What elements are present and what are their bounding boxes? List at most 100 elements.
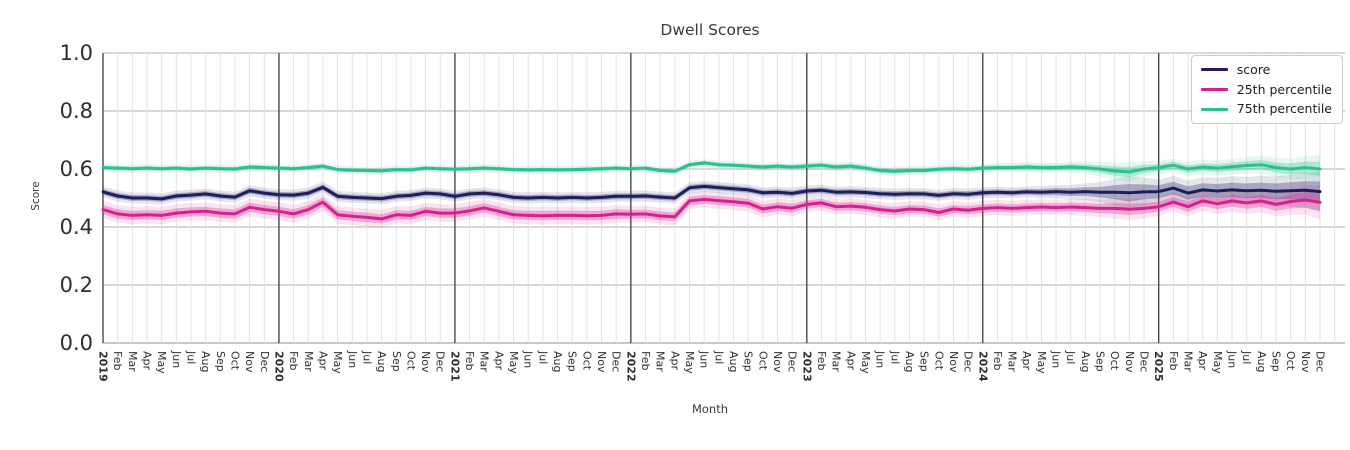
series-line-75th-percentile xyxy=(101,161,1322,174)
svg-text:Jun: Jun xyxy=(1050,350,1063,368)
svg-text:Jul: Jul xyxy=(1064,350,1077,364)
svg-text:Aug: Aug xyxy=(375,351,388,372)
svg-text:Apr: Apr xyxy=(492,351,505,371)
svg-text:Apr: Apr xyxy=(316,351,329,371)
svg-text:Sep: Sep xyxy=(390,351,403,372)
svg-text:2022: 2022 xyxy=(624,351,637,382)
svg-text:Jul: Jul xyxy=(536,350,549,364)
svg-text:Jun: Jun xyxy=(170,350,183,368)
svg-text:2025: 2025 xyxy=(1152,351,1165,382)
svg-text:Sep: Sep xyxy=(918,351,931,372)
svg-text:Feb: Feb xyxy=(815,351,828,370)
svg-text:May: May xyxy=(859,351,872,374)
svg-text:0.8: 0.8 xyxy=(60,99,93,123)
svg-text:Sep: Sep xyxy=(214,351,227,372)
svg-text:Mar: Mar xyxy=(1006,351,1019,372)
svg-text:May: May xyxy=(1211,351,1224,374)
svg-text:Dec: Dec xyxy=(1138,351,1151,372)
legend-item-score: score xyxy=(1200,62,1332,78)
svg-text:Mar: Mar xyxy=(126,351,139,372)
svg-text:Jun: Jun xyxy=(1226,350,1239,368)
svg-text:Jun: Jun xyxy=(522,350,535,368)
score-line-swatch-icon xyxy=(1200,68,1228,72)
svg-text:May: May xyxy=(507,351,520,374)
svg-text:Oct: Oct xyxy=(932,351,945,371)
svg-text:Feb: Feb xyxy=(111,351,124,370)
svg-text:Apr: Apr xyxy=(140,351,153,371)
svg-text:0.4: 0.4 xyxy=(60,215,93,239)
svg-text:Apr: Apr xyxy=(1020,351,1033,371)
svg-text:2020: 2020 xyxy=(272,351,285,382)
x-axis-label: Month xyxy=(691,402,729,416)
svg-text:Dec: Dec xyxy=(962,351,975,372)
svg-text:2024: 2024 xyxy=(976,351,989,382)
svg-text:Sep: Sep xyxy=(1270,351,1283,372)
p25-line-swatch-icon xyxy=(1200,87,1228,91)
svg-text:2019: 2019 xyxy=(97,351,110,382)
svg-text:Oct: Oct xyxy=(580,351,593,371)
svg-text:Mar: Mar xyxy=(1182,351,1195,372)
svg-text:Oct: Oct xyxy=(404,351,417,371)
svg-text:Mar: Mar xyxy=(654,351,667,372)
svg-text:Oct: Oct xyxy=(228,351,241,371)
svg-text:Mar: Mar xyxy=(302,351,315,372)
svg-text:Jul: Jul xyxy=(712,350,725,364)
svg-text:Dec: Dec xyxy=(1314,351,1327,372)
svg-text:Jul: Jul xyxy=(184,350,197,364)
legend-item-25th-percentile: 25th percentile xyxy=(1200,81,1332,98)
svg-text:Nov: Nov xyxy=(419,351,432,373)
svg-text:Sep: Sep xyxy=(742,351,755,372)
svg-text:Jul: Jul xyxy=(888,350,901,364)
svg-text:Aug: Aug xyxy=(1079,351,1092,372)
legend-label-75th-percentile: 75th percentile xyxy=(1236,101,1332,117)
legend-label-score: score xyxy=(1236,62,1271,77)
svg-text:1.0: 1.0 xyxy=(60,41,93,65)
svg-text:Aug: Aug xyxy=(727,351,740,372)
svg-text:Jul: Jul xyxy=(360,350,373,364)
svg-text:Aug: Aug xyxy=(1255,351,1268,372)
legend: score 25th percentile 75th percentile xyxy=(1190,55,1343,124)
svg-text:Dec: Dec xyxy=(434,351,447,372)
svg-text:May: May xyxy=(683,351,696,374)
svg-text:May: May xyxy=(1035,351,1048,374)
svg-text:Feb: Feb xyxy=(1167,351,1180,370)
svg-text:2021: 2021 xyxy=(448,351,461,382)
series-line-25th-percentile xyxy=(101,197,1322,221)
svg-text:Feb: Feb xyxy=(639,351,652,370)
chart-title: Dwell Scores xyxy=(660,21,760,39)
legend-item-75th-percentile: 75th percentile xyxy=(1200,101,1332,117)
series-line-score xyxy=(101,184,1322,201)
svg-text:Aug: Aug xyxy=(551,351,564,372)
svg-text:Sep: Sep xyxy=(566,351,579,372)
svg-text:Oct: Oct xyxy=(1108,351,1121,371)
x-tick-labels: 2019 Feb Mar Apr May Jun Jul Aug Sep Oct Nov Dec 202… xyxy=(97,350,1327,382)
svg-text:Nov: Nov xyxy=(1123,351,1136,373)
svg-text:Nov: Nov xyxy=(595,351,608,373)
svg-text:0.2: 0.2 xyxy=(60,273,93,297)
svg-text:2023: 2023 xyxy=(800,351,813,382)
svg-text:Oct: Oct xyxy=(756,351,769,371)
svg-text:Jun: Jun xyxy=(346,350,359,368)
p75-line-swatch-icon xyxy=(1200,107,1228,111)
y-tick-labels: 0.0 0.2 0.4 0.6 0.8 1.0 xyxy=(60,41,93,355)
svg-text:Jun: Jun xyxy=(698,350,711,368)
svg-text:0.0: 0.0 xyxy=(60,331,93,355)
svg-text:Mar: Mar xyxy=(478,351,491,372)
y-axis-label: Score xyxy=(30,181,42,211)
svg-text:Feb: Feb xyxy=(287,351,300,370)
svg-text:Dec: Dec xyxy=(610,351,623,372)
svg-text:Mar: Mar xyxy=(830,351,843,372)
svg-text:Nov: Nov xyxy=(1299,351,1312,373)
legend-label-25th-percentile: 25th percentile xyxy=(1236,81,1332,97)
svg-text:Oct: Oct xyxy=(1284,351,1297,371)
svg-text:Feb: Feb xyxy=(991,351,1004,370)
svg-text:0.6: 0.6 xyxy=(60,157,93,181)
svg-text:Jun: Jun xyxy=(874,350,887,368)
svg-text:Nov: Nov xyxy=(771,351,784,373)
svg-text:Jul: Jul xyxy=(1240,350,1253,364)
svg-text:Apr: Apr xyxy=(668,351,681,371)
svg-text:Apr: Apr xyxy=(1196,351,1209,371)
svg-text:Aug: Aug xyxy=(903,351,916,372)
svg-text:Nov: Nov xyxy=(947,351,960,373)
